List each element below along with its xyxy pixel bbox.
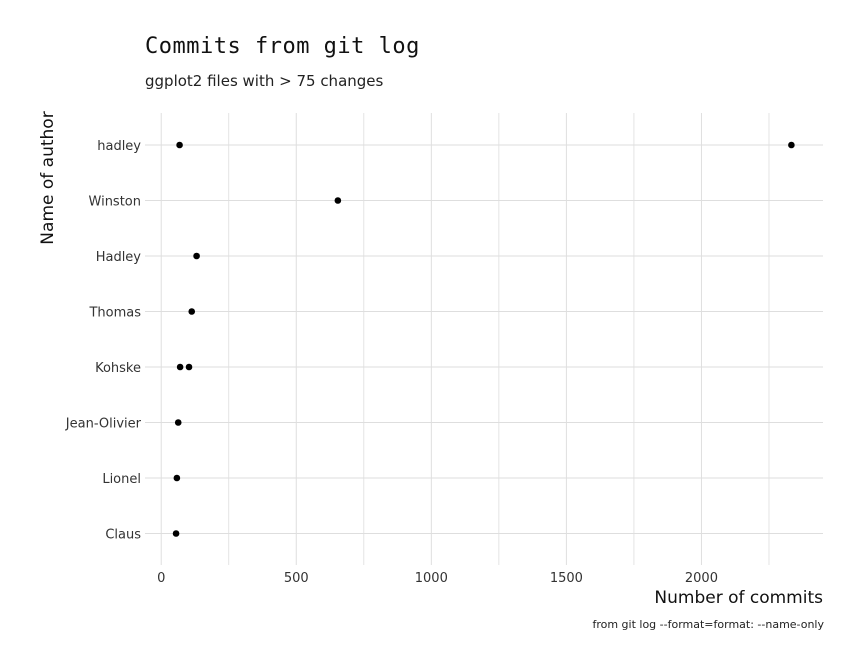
x-tick-labels: 0 500 1000 1500 2000	[157, 571, 718, 586]
y-tick-label: Kohske	[95, 361, 141, 376]
chart-title: Commits from git log	[145, 34, 420, 59]
data-point	[174, 419, 182, 426]
x-tick-label: 1000	[415, 571, 448, 586]
y-tick-label: Hadley	[96, 250, 142, 265]
data-point	[172, 530, 180, 537]
x-tick-label: 2000	[685, 571, 718, 586]
data-point	[185, 363, 193, 371]
data-point	[788, 141, 795, 149]
x-tick-label: 500	[284, 571, 309, 586]
y-tick-label: Winston	[89, 195, 141, 210]
x-tick-label: 1500	[550, 571, 583, 586]
data-point	[173, 474, 181, 482]
y-tick-label: hadley	[97, 139, 141, 154]
data-point	[334, 197, 342, 204]
x-tick-label: 0	[157, 571, 165, 586]
grid-lines	[145, 113, 823, 565]
data-point	[193, 252, 200, 260]
data-point	[176, 363, 184, 371]
chart-caption: from git log --format=format: --name-onl…	[592, 618, 824, 631]
y-tick-label: Claus	[105, 528, 141, 543]
y-tick-label: Jean-Olivier	[65, 417, 142, 432]
data-point	[176, 141, 183, 149]
x-axis-title: Number of commits	[654, 588, 823, 608]
data-point	[188, 308, 196, 315]
y-tick-label: Lionel	[102, 472, 141, 487]
data-points	[172, 141, 795, 537]
y-tick-labels: hadley Winston Hadley Thomas Kohske Jean-Oliv…	[65, 139, 142, 543]
y-tick-label: Thomas	[88, 306, 141, 321]
y-axis-title: Name of author	[38, 111, 58, 244]
chart-subtitle: ggplot2 files with > 75 changes	[145, 72, 384, 90]
